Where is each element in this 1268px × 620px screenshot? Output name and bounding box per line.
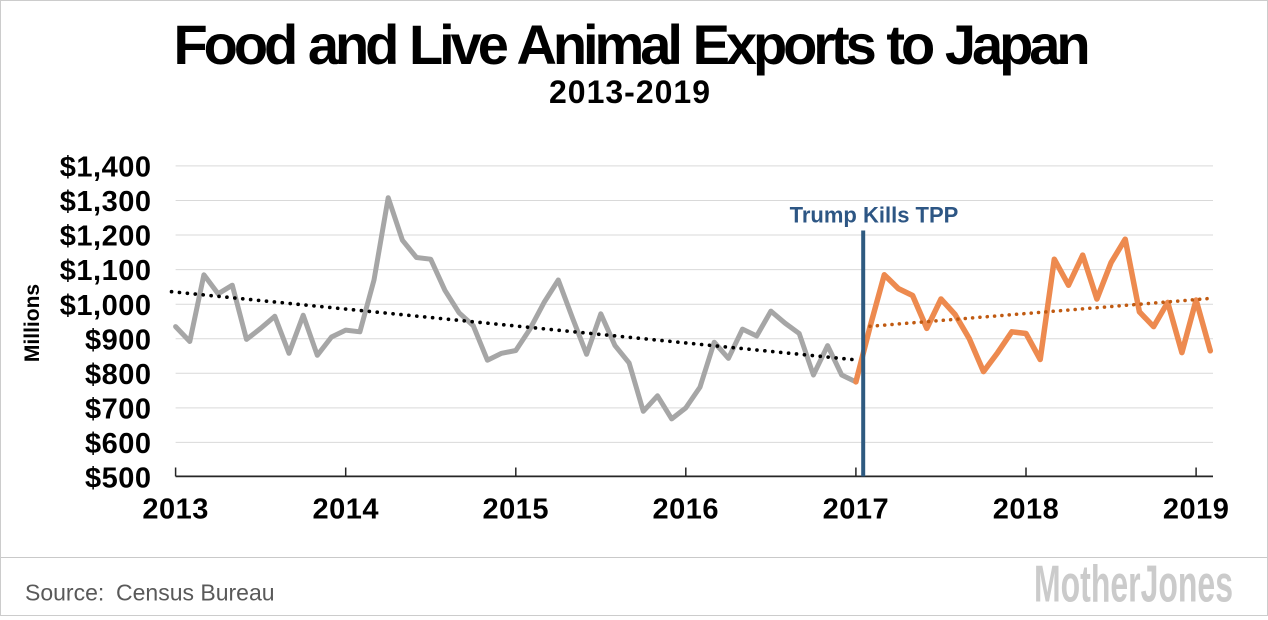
svg-text:2016: 2016 <box>653 494 720 526</box>
svg-text:2013-2019: 2013-2019 <box>549 74 711 110</box>
svg-text:Millions: Millions <box>21 284 44 362</box>
svg-text:Trump Kills TPP: Trump Kills TPP <box>790 203 959 228</box>
svg-text:$500: $500 <box>85 463 152 495</box>
svg-text:Census Bureau: Census Bureau <box>116 580 275 606</box>
svg-text:MotherJones: MotherJones <box>1034 556 1233 614</box>
svg-text:$1,400: $1,400 <box>60 152 152 184</box>
svg-text:$1,100: $1,100 <box>60 255 152 287</box>
svg-text:Source:: Source: <box>25 580 104 606</box>
svg-text:2015: 2015 <box>483 494 550 526</box>
svg-text:$1,200: $1,200 <box>60 221 152 253</box>
svg-text:2013: 2013 <box>142 494 209 526</box>
svg-text:$700: $700 <box>85 394 152 426</box>
svg-text:$800: $800 <box>85 359 152 391</box>
svg-text:2017: 2017 <box>823 494 890 526</box>
svg-text:Food and Live Animal Exports t: Food and Live Animal Exports to Japan <box>174 13 1088 76</box>
svg-text:2019: 2019 <box>1163 494 1230 526</box>
svg-text:$1,300: $1,300 <box>60 186 152 218</box>
svg-text:$600: $600 <box>85 428 152 460</box>
svg-text:$1,000: $1,000 <box>60 290 152 322</box>
svg-text:$900: $900 <box>85 324 152 356</box>
svg-text:2018: 2018 <box>993 494 1060 526</box>
svg-text:2014: 2014 <box>312 494 379 526</box>
